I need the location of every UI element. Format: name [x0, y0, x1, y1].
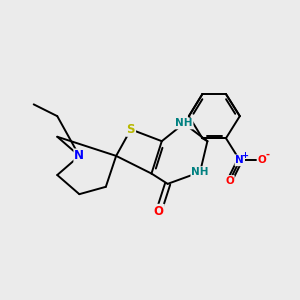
Text: O: O	[225, 176, 234, 186]
Text: +: +	[242, 151, 249, 160]
Text: O: O	[257, 155, 266, 165]
Text: -: -	[266, 150, 270, 160]
Text: NH: NH	[191, 167, 209, 177]
Text: N: N	[74, 149, 84, 162]
Text: S: S	[127, 123, 135, 136]
Text: NH: NH	[175, 118, 193, 128]
Text: O: O	[154, 205, 164, 218]
Text: N: N	[236, 155, 244, 165]
